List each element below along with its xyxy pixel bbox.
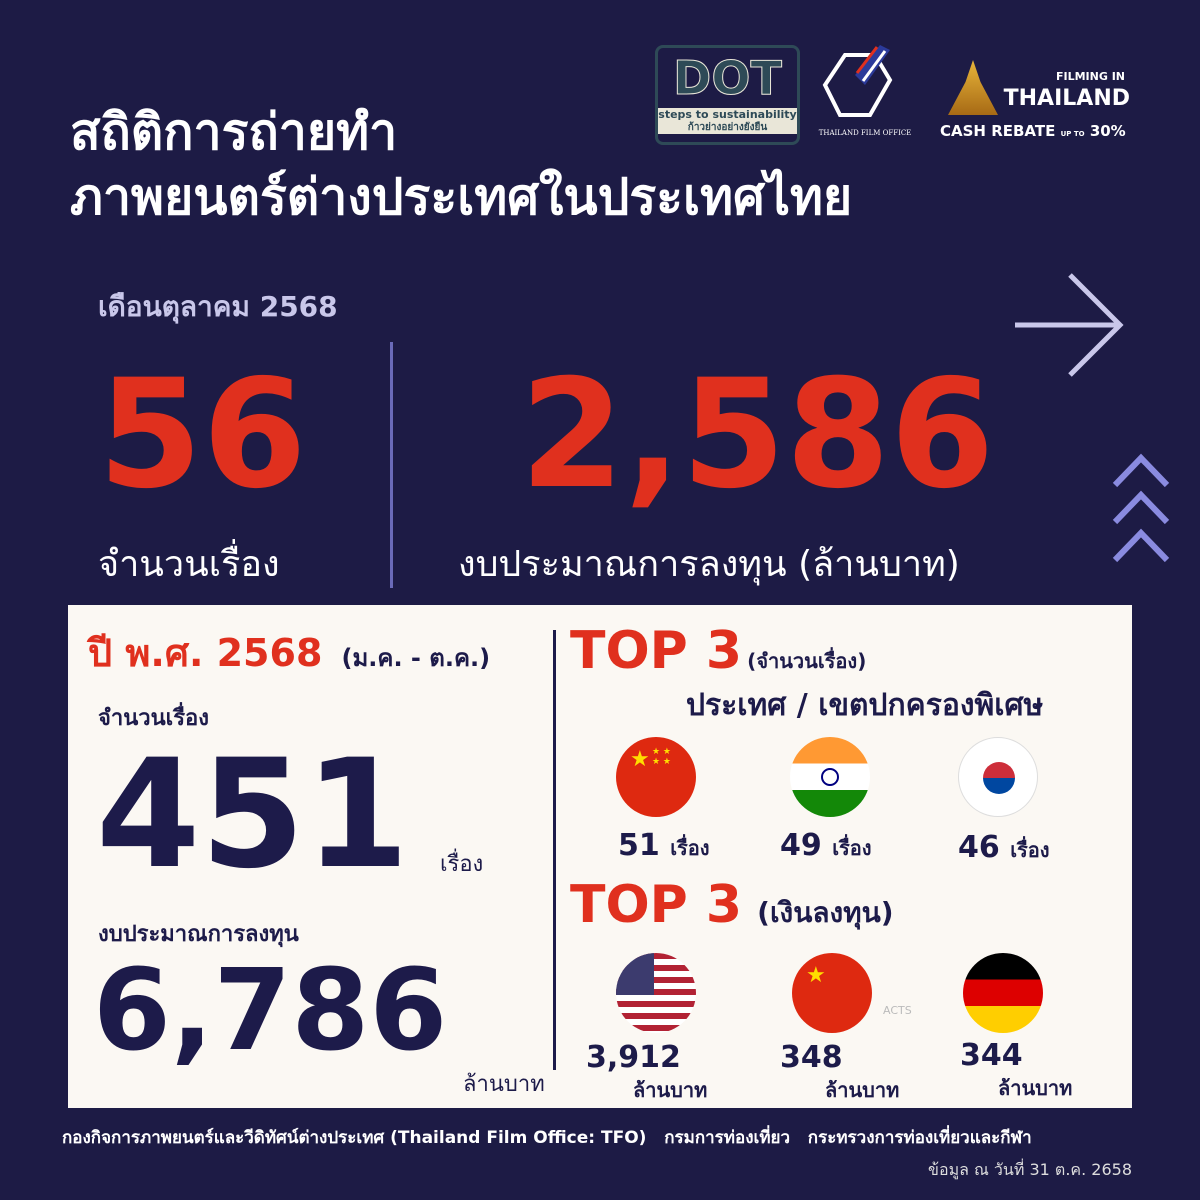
footer-date: ข้อมูล ณ วันที่ 31 ต.ค. 2658 — [928, 1160, 1132, 1179]
yearly-count: 451 — [96, 728, 410, 902]
yearly-header: ปี พ.ศ. 2568 (ม.ค. - ต.ค.) — [88, 631, 491, 675]
dot-tagline-th: ก้าวย่างอย่างยั่งยืน — [658, 121, 797, 134]
unit: เรื่อง — [670, 836, 710, 860]
dot-tagline: steps to sustainability — [658, 108, 797, 121]
top-count-item-2: 49 เรื่อง — [780, 829, 872, 862]
yearly-budget: 6,786 — [93, 946, 448, 1076]
value: 49 — [780, 828, 822, 863]
yearly-budget-label: งบประมาณการลงทุน — [98, 922, 299, 947]
top-budget-title: TOP 3 — [570, 875, 743, 935]
watermark: ACTS — [883, 1004, 912, 1017]
cash-text: CASH REBATE — [940, 122, 1056, 140]
pct-text: 30% — [1089, 122, 1126, 140]
yearly-count-unit: เรื่อง — [440, 852, 484, 877]
month-label: เดือนตุลาคม 2568 — [98, 290, 338, 323]
top-budget-subtitle: (เงินลงทุน) — [757, 896, 894, 929]
top-budget-unit-1: ล้านบาท — [633, 1078, 708, 1102]
top-count-item-1: 51 เรื่อง — [618, 829, 710, 862]
unit: เรื่อง — [832, 836, 872, 860]
divider — [390, 342, 393, 588]
top-count-subtitle: (จำนวนเรื่อง) — [747, 649, 867, 673]
fit-temple-icon — [948, 60, 998, 115]
panel-divider — [553, 630, 556, 1070]
flag-india-icon — [790, 737, 870, 817]
flag-china-icon: ★ — [792, 953, 872, 1033]
fit-main: THAILAND — [1003, 86, 1130, 111]
yearly-budget-unit: ล้านบาท — [463, 1072, 545, 1097]
value: 46 — [958, 830, 1000, 865]
top-budget-value-1: 3,912 — [586, 1040, 681, 1075]
dot-logo: DOT steps to sustainability ก้าวย่างอย่า… — [655, 45, 800, 145]
fit-top: FILMING IN — [1055, 70, 1125, 83]
value: 51 — [618, 828, 660, 863]
filming-in-thailand-logo: FILMING IN THAILAND CASH REBATE UP TO 30… — [940, 50, 1145, 145]
unit: เรื่อง — [1010, 838, 1050, 862]
footer-source: กองกิจการภาพยนตร์และวีดิทัศน์ต่างประเทศ … — [62, 1128, 1032, 1148]
flag-usa-icon — [616, 953, 696, 1033]
top-budget-value-3: 344 — [960, 1038, 1023, 1073]
monthly-count: 56 — [98, 348, 307, 522]
top-count-title: TOP 3 — [570, 621, 743, 681]
top-budget-unit-2: ล้านบาท — [825, 1078, 900, 1102]
stats-panel: ปี พ.ศ. 2568 (ม.ค. - ต.ค.) จำนวนเรื่อง 4… — [68, 605, 1132, 1108]
flag-germany-icon — [963, 953, 1043, 1033]
page-title: สถิติการถ่ายทำ ภาพยนตร์ต่างประเทศในประเท… — [70, 100, 852, 230]
fit-cash-rebate: CASH REBATE UP TO 30% — [940, 122, 1126, 143]
yearly-range: (ม.ค. - ต.ค.) — [341, 644, 491, 672]
chevrons-up-icon — [1112, 453, 1170, 563]
upto-text: UP TO — [1060, 130, 1085, 138]
tfo-emblem-icon — [822, 45, 893, 117]
monthly-budget: 2,586 — [520, 348, 995, 522]
monthly-budget-label: งบประมาณการลงทุน (ล้านบาท) — [458, 544, 960, 585]
top-budget-value-2: 348 — [780, 1040, 843, 1075]
title-line1: สถิติการถ่ายทำ — [70, 103, 398, 161]
title-line2: ภาพยนตร์ต่างประเทศในประเทศไทย — [70, 168, 853, 226]
tfo-label: THAILAND FILM OFFICE — [818, 129, 912, 137]
monthly-count-label: จำนวนเรื่อง — [98, 544, 280, 585]
yearly-title: ปี พ.ศ. 2568 — [88, 631, 323, 675]
top-count-item-3: 46 เรื่อง — [958, 831, 1050, 864]
flag-south-korea-icon — [958, 737, 1038, 817]
top-count-header: TOP 3 (จำนวนเรื่อง) — [570, 621, 867, 681]
flag-china-icon: ★ ★ ★ ★ ★ — [616, 737, 696, 817]
top-budget-header: TOP 3 (เงินลงทุน) — [570, 875, 894, 935]
yearly-count-label: จำนวนเรื่อง — [98, 706, 209, 731]
dot-logo-text: DOT — [673, 51, 783, 106]
arrow-right-icon — [1015, 273, 1124, 377]
top-budget-unit-3: ล้านบาท — [998, 1076, 1073, 1100]
top-count-heading: ประเทศ / เขตปกครองพิเศษ — [686, 688, 1044, 723]
tfo-logo: THAILAND FILM OFFICE — [815, 45, 915, 145]
